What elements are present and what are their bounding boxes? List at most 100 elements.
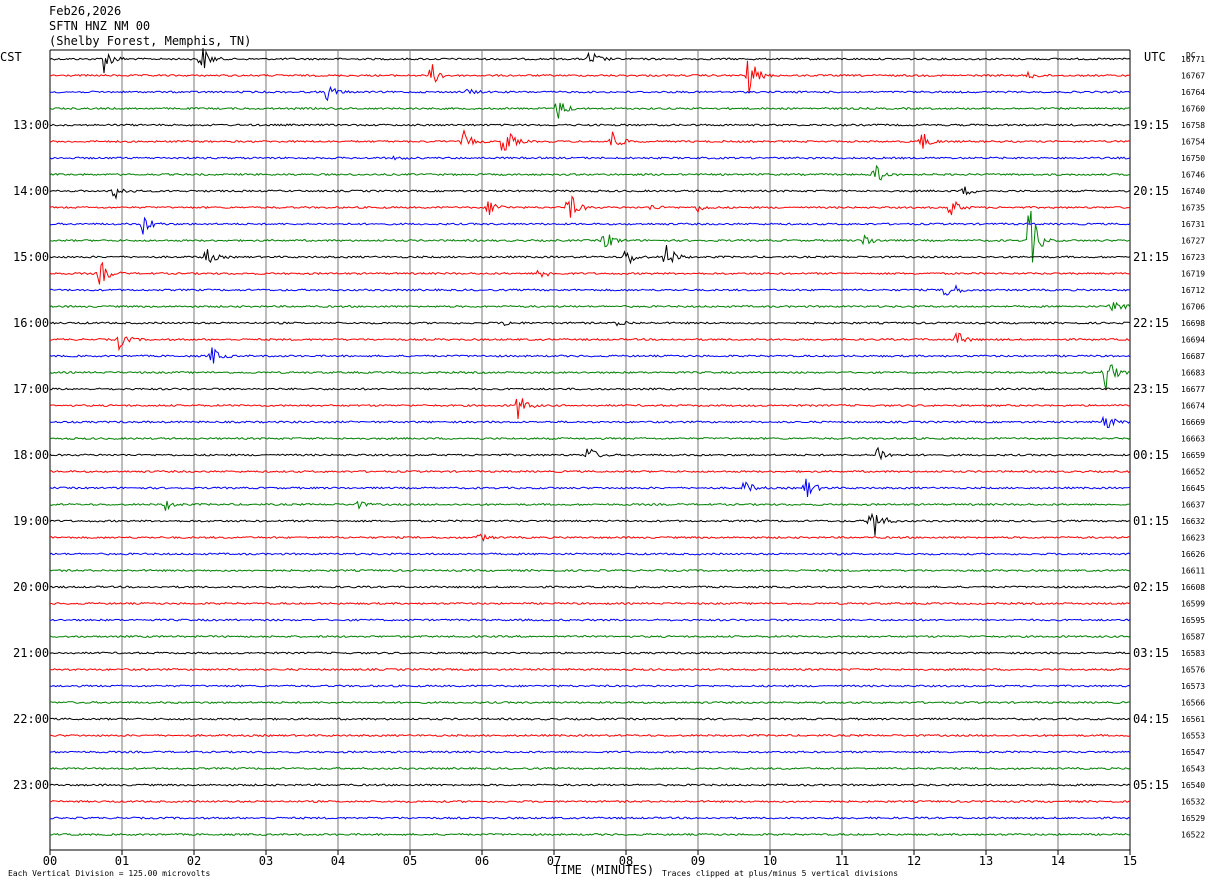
dc-value: 16540 [1181, 781, 1205, 790]
left-time-label: 17:00 [13, 382, 49, 396]
right-time-label: 21:15 [1133, 250, 1169, 264]
x-tick-label: 07 [547, 854, 561, 868]
dc-value: 16771 [1181, 55, 1205, 64]
trace-row-24 [49, 446, 1131, 461]
trace-row-21 [49, 398, 1131, 420]
dc-value: 16750 [1181, 154, 1205, 163]
trace-row-0 [49, 48, 1131, 74]
left-time-label: 13:00 [13, 118, 49, 132]
x-tick-label: 10 [763, 854, 777, 868]
trace-row-37 [49, 667, 1131, 672]
left-time-label: 20:00 [13, 580, 49, 594]
plot-grid [49, 49, 1131, 851]
dc-value: 16754 [1181, 138, 1205, 147]
dc-value: 16652 [1181, 468, 1205, 477]
x-axis-label: TIME (MINUTES) [553, 863, 654, 877]
trace-row-44 [49, 783, 1131, 787]
trace-row-40 [49, 717, 1131, 721]
right-time-label: 00:15 [1133, 448, 1169, 462]
trace-row-1 [49, 60, 1131, 93]
dc-value: 16595 [1181, 616, 1205, 625]
right-time-label: 19:15 [1133, 118, 1169, 132]
right-time-label: 02:15 [1133, 580, 1169, 594]
dc-value: 16764 [1181, 88, 1205, 97]
dc-value: 16740 [1181, 187, 1205, 196]
trace-row-16 [49, 320, 1131, 327]
trace-row-13 [49, 261, 1131, 285]
trace-row-3 [49, 102, 1131, 119]
trace-row-22 [49, 415, 1131, 429]
trace-row-8 [49, 186, 1131, 200]
trace-row-41 [49, 733, 1131, 738]
trace-row-32 [49, 585, 1130, 589]
left-time-label: 22:00 [13, 712, 49, 726]
dc-value: 16731 [1181, 220, 1205, 229]
trace-row-46 [49, 816, 1131, 820]
trace-row-43 [49, 766, 1131, 771]
trace-row-47 [49, 832, 1131, 837]
trace-row-38 [49, 684, 1131, 688]
dc-value: 16522 [1181, 831, 1205, 840]
trace-row-42 [49, 750, 1131, 754]
trace-row-12 [49, 245, 1131, 265]
scale-note: Each Vertical Division = 125.00 microvol… [8, 869, 210, 878]
right-time-label: 20:15 [1133, 184, 1169, 198]
header-location: (Shelby Forest, Memphis, TN) [49, 34, 251, 48]
left-time-label: 21:00 [13, 646, 49, 660]
dc-value: 16543 [1181, 765, 1205, 774]
right-time-label: 23:15 [1133, 382, 1169, 396]
trace-row-6 [49, 155, 1131, 161]
dc-value: 16599 [1181, 600, 1205, 609]
dc-value: 16566 [1181, 699, 1205, 708]
dc-value: 16727 [1181, 237, 1205, 246]
dc-value: 16674 [1181, 402, 1205, 411]
dc-value: 16553 [1181, 732, 1205, 741]
dc-value: 16532 [1181, 798, 1205, 807]
header-date: Feb26,2026 [49, 4, 121, 18]
right-time-label: 22:15 [1133, 316, 1169, 330]
trace-row-39 [50, 700, 1131, 705]
dc-value: 16576 [1181, 666, 1205, 675]
x-tick-label: 15 [1123, 854, 1137, 868]
trace-row-18 [49, 347, 1131, 364]
clip-note: Traces clipped at plus/minus 5 vertical … [662, 869, 898, 878]
x-tick-label: 05 [403, 854, 417, 868]
dc-value: 16694 [1181, 336, 1205, 345]
time-labels: 13:00 14:00 15:00 16:00 17:00 18:00 19:00 20:00… [13, 55, 1205, 840]
dc-value: 16583 [1181, 649, 1205, 658]
x-tick-label: 14 [1051, 854, 1065, 868]
header-station: SFTN HNZ NM 00 [49, 19, 150, 33]
right-time-label: 05:15 [1133, 778, 1169, 792]
trace-row-20 [49, 387, 1131, 391]
x-tick-label: 02 [187, 854, 201, 868]
trace-row-27 [49, 500, 1131, 511]
trace-row-30 [49, 552, 1131, 556]
left-timezone-label: CST [0, 50, 22, 64]
dc-value: 16706 [1181, 303, 1205, 312]
trace-row-31 [49, 568, 1131, 573]
x-tick-label: 01 [115, 854, 129, 868]
trace-row-23 [49, 436, 1131, 441]
dc-value: 16669 [1181, 418, 1205, 427]
trace-row-33 [50, 601, 1131, 606]
left-time-label: 16:00 [13, 316, 49, 330]
dc-value: 16608 [1181, 583, 1205, 592]
dc-value: 16547 [1181, 748, 1205, 757]
x-tick-label: 11 [835, 854, 849, 868]
trace-row-4 [49, 123, 1131, 127]
dc-value: 16529 [1181, 814, 1205, 823]
x-axis: 00 01 02 03 04 05 06 07 08 09 10 11 12 13 14 15 [43, 850, 1137, 868]
left-time-label: 14:00 [13, 184, 49, 198]
dc-value: 16663 [1181, 435, 1205, 444]
dc-value: 16719 [1181, 270, 1205, 279]
left-time-label: 15:00 [13, 250, 49, 264]
dc-value: 16632 [1181, 517, 1205, 526]
dc-value: 16561 [1181, 715, 1205, 724]
trace-row-19 [49, 364, 1131, 391]
trace-row-36 [49, 651, 1131, 655]
dc-value: 16698 [1181, 319, 1205, 328]
dc-value: 16611 [1181, 567, 1205, 576]
trace-row-10 [49, 216, 1131, 235]
dc-value: 16735 [1181, 204, 1205, 213]
